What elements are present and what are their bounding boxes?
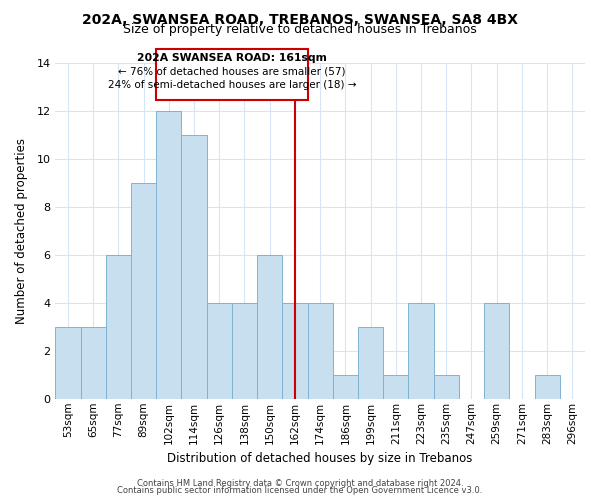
X-axis label: Distribution of detached houses by size in Trebanos: Distribution of detached houses by size … [167,452,473,465]
Bar [131,182,156,399]
Text: 202A SWANSEA ROAD: 161sqm: 202A SWANSEA ROAD: 161sqm [137,54,327,64]
Text: 202A, SWANSEA ROAD, TREBANOS, SWANSEA, SA8 4BX: 202A, SWANSEA ROAD, TREBANOS, SWANSEA, S… [82,12,518,26]
Y-axis label: Number of detached properties: Number of detached properties [15,138,28,324]
Bar [257,254,283,399]
Text: Contains HM Land Registry data © Crown copyright and database right 2024.: Contains HM Land Registry data © Crown c… [137,478,463,488]
Text: ← 76% of detached houses are smaller (57): ← 76% of detached houses are smaller (57… [118,66,346,76]
FancyBboxPatch shape [156,50,308,100]
Bar [80,326,106,399]
Bar [409,302,434,399]
Text: Size of property relative to detached houses in Trebanos: Size of property relative to detached ho… [123,22,477,36]
Bar [283,302,308,399]
Bar [55,326,80,399]
Bar [434,375,459,399]
Bar [535,375,560,399]
Bar [383,375,409,399]
Bar [308,302,333,399]
Bar [484,302,509,399]
Bar [181,134,206,399]
Bar [358,326,383,399]
Bar [333,375,358,399]
Bar [156,110,181,399]
Text: Contains public sector information licensed under the Open Government Licence v3: Contains public sector information licen… [118,486,482,495]
Bar [232,302,257,399]
Bar [206,302,232,399]
Text: 24% of semi-detached houses are larger (18) →: 24% of semi-detached houses are larger (… [107,80,356,90]
Bar [106,254,131,399]
